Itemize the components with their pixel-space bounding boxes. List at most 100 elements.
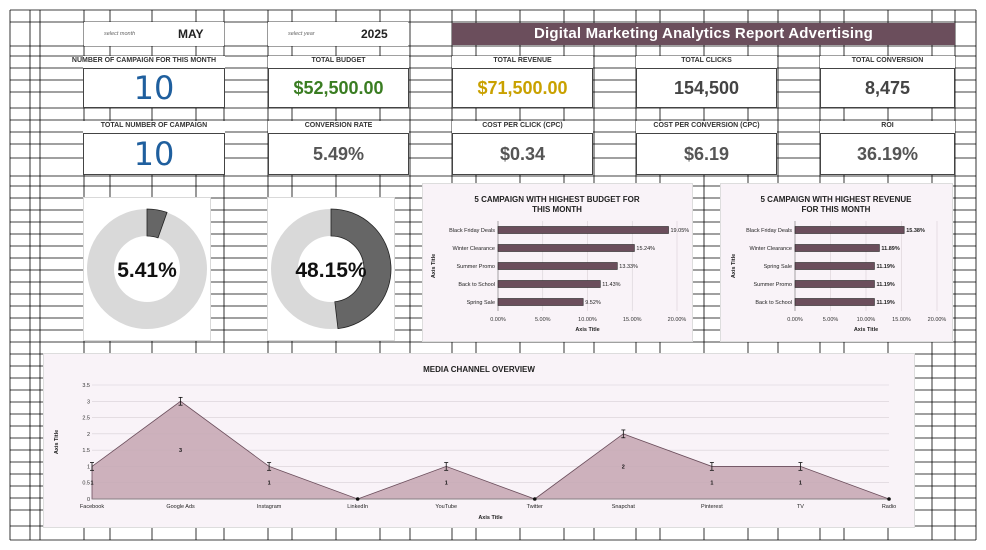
month-selector-value[interactable]: MAY (178, 27, 204, 41)
data-point (355, 497, 360, 501)
x-tick-label: 15.00% (892, 317, 911, 323)
media-channel-chart-svg: MEDIA CHANNEL OVERVIEW00.511.522.533.51F… (54, 365, 896, 521)
kpi-label: CONVERSION RATE (304, 122, 373, 129)
category-label: Summer Promo (753, 282, 792, 288)
y-tick-label: 1 (87, 464, 90, 470)
bar (794, 280, 875, 288)
donut-center-label: 48.15% (295, 259, 367, 282)
budget-bar-chart[interactable]: 5 CAMPAIGN WITH HIGHEST BUDGET FOR THIS M… (422, 183, 693, 342)
data-label: 1 (268, 481, 271, 487)
chart-title-line-1: 5 CAMPAIGN WITH HIGHEST BUDGET FOR (474, 195, 639, 204)
kpi-cost-per-conversion: COST PER CONVERSION (CPC) $6.19 (636, 121, 777, 175)
y-tick-label: 1.5 (82, 448, 90, 454)
category-label: Back to School (458, 282, 495, 288)
y-tick-label: 2 (87, 432, 90, 438)
x-tick-label: Google Ads (166, 504, 195, 510)
data-label: 1 (90, 481, 93, 487)
donut-value-slice (146, 208, 168, 239)
year-selector-label: select year (288, 31, 315, 37)
x-tick-label: 15.00% (623, 317, 642, 323)
kpi-label: TOTAL REVENUE (493, 57, 552, 64)
bar (794, 226, 905, 234)
bar (794, 262, 875, 270)
donut-chart-1[interactable]: 5.41% (83, 197, 211, 341)
x-tick-label: 20.00% (668, 317, 687, 323)
bar (794, 298, 875, 306)
data-label: 15.24% (636, 246, 655, 252)
data-label: 2 (622, 464, 625, 470)
kpi-value: 10 (83, 68, 225, 108)
bar (497, 244, 635, 252)
x-tick-label: 20.00% (928, 317, 947, 323)
x-tick-label: 10.00% (578, 317, 597, 323)
x-tick-label: 0.00% (787, 317, 803, 323)
kpi-value: 154,500 (636, 68, 777, 108)
kpi-value: $71,500.00 (452, 68, 593, 108)
kpi-total-budget: TOTAL BUDGET $52,500.00 (268, 56, 409, 108)
kpi-cpc: COST PER CLICK (CPC) $0.34 (452, 121, 593, 175)
x-tick-label: Facebook (80, 504, 104, 510)
y-tick-label: 0 (87, 497, 90, 503)
data-label: 11.89% (881, 246, 899, 252)
x-tick-label: Pinterest (701, 504, 723, 510)
category-label: Spring Sale (764, 264, 792, 270)
kpi-campaigns-this-month: NUMBER OF CAMPAIGN FOR THIS MONTH 10 (72, 56, 225, 108)
y-tick-label: 0.5 (82, 481, 90, 487)
donut-chart-2-svg: 48.15% (271, 208, 392, 330)
data-label: 15.38% (906, 228, 925, 234)
data-label: 11.19% (876, 282, 894, 288)
data-label: 11.43% (602, 282, 620, 288)
data-label: 11.19% (876, 300, 894, 306)
media-channel-chart[interactable]: MEDIA CHANNEL OVERVIEW 0 0.5 1 1.5 2 2.5 3 3.5 1 F… (43, 353, 915, 528)
kpi-total-clicks: TOTAL CLICKS 154,500 (636, 56, 777, 108)
x-axis-title: Axis Title (854, 327, 878, 333)
kpi-value: 8,475 (820, 68, 955, 108)
x-tick-label: 0.00% (490, 317, 506, 323)
donut-value-slice (330, 208, 392, 330)
chart-title-line-2: FOR THIS MONTH (802, 205, 871, 214)
kpi-label: COST PER CONVERSION (CPC) (653, 122, 760, 129)
kpi-value: $0.34 (452, 133, 593, 175)
x-tick-label: Twitter (527, 504, 543, 510)
kpi-total-campaigns: TOTAL NUMBER OF CAMPAIGN 10 (83, 121, 225, 175)
revenue-bar-chart[interactable]: 5 CAMPAIGN WITH HIGHEST REVENUE FOR THIS … (720, 183, 953, 342)
kpi-value: $6.19 (636, 133, 777, 175)
kpi-label: TOTAL NUMBER OF CAMPAIGN (100, 122, 208, 129)
category-label: Black Friday Deals (746, 228, 792, 234)
x-tick-label: Snapchat (612, 504, 636, 510)
donut-chart-2[interactable]: 48.15% (267, 197, 395, 341)
x-tick-label: LinkedIn (347, 504, 368, 510)
kpi-label: TOTAL CLICKS (681, 57, 732, 64)
x-tick-label: Instagram (257, 504, 282, 510)
category-label: Black Friday Deals (449, 228, 495, 234)
y-tick-label: 3 (87, 399, 90, 405)
kpi-roi: ROI 36.19% (820, 121, 955, 175)
x-tick-label: 5.00% (823, 317, 839, 323)
data-label: 19.05% (670, 228, 689, 234)
data-label: 11.19% (876, 264, 894, 270)
x-tick-label: 5.00% (535, 317, 551, 323)
month-selector[interactable]: select month MAY (84, 22, 224, 46)
kpi-value: 10 (83, 133, 225, 175)
category-label: Spring Sale (467, 300, 495, 306)
area-series (91, 400, 890, 500)
year-selector-value[interactable]: 2025 (361, 27, 388, 41)
chart-title-line-1: 5 CAMPAIGN WITH HIGHEST REVENUE (761, 195, 913, 204)
x-tick-label: Radio (882, 504, 896, 510)
category-label: Summer Promo (456, 264, 495, 270)
data-label: 9.52% (585, 300, 601, 306)
y-tick-label: 2.5 (82, 416, 90, 422)
kpi-value: 5.49% (268, 133, 409, 175)
year-selector[interactable]: select year 2025 (268, 22, 408, 46)
data-label: 13.33% (619, 264, 638, 270)
y-tick-label: 3.5 (82, 383, 90, 389)
data-point (887, 497, 891, 501)
month-selector-label: select month (104, 31, 136, 37)
bar (497, 226, 669, 234)
kpi-label: TOTAL CONVERSION (851, 57, 924, 64)
kpi-label: TOTAL BUDGET (311, 57, 366, 64)
kpi-label: ROI (881, 122, 894, 129)
x-axis-title: Axis Title (575, 327, 599, 333)
kpi-label: NUMBER OF CAMPAIGN FOR THIS MONTH (71, 57, 217, 64)
